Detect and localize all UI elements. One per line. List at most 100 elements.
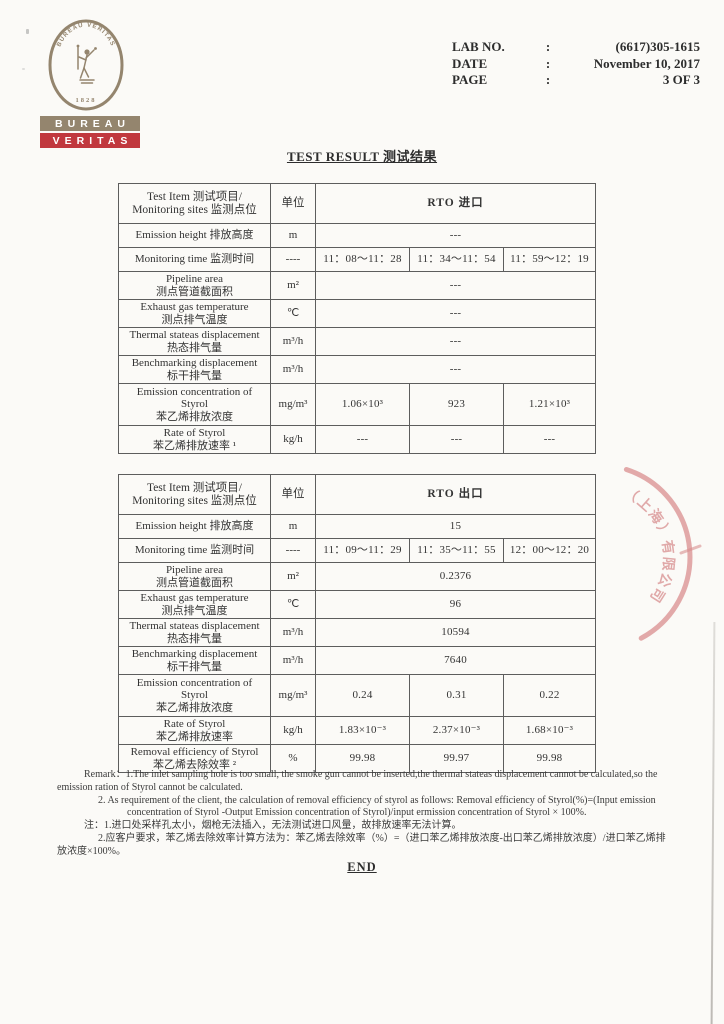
col-header-item: Test Item 测试项目/Monitoring sites 监测点位 [118,183,271,224]
mercury-figure-icon [76,44,97,84]
row-unit: ℃ [270,590,316,619]
row-unit: kg/h [270,425,316,454]
result-table-2: Test Item 测试项目/Monitoring sites 监测点位 单位 RT… [118,474,596,773]
stamp-char: 司 [647,584,668,604]
stamp-char: 海 [645,506,667,527]
cell-value: 0.2376 [315,562,596,591]
remark-line: emission ration of Styrol cannot be calc… [57,781,243,793]
row-label: Pipeline area 测点管道截面积 [118,562,271,591]
cell-value: --- [315,223,596,248]
cell-value: 11：35～11：55 [409,538,504,563]
cell-value: 0.22 [503,674,596,717]
cell-value: 1.68×10⁻³ [503,716,596,745]
row-label: Removal efficiency of Styrol 苯乙烯去除效率 ² [118,744,271,773]
stamp-char: （ [621,485,641,506]
page-value: 3 OF 3 [662,72,700,87]
stamp-char: 有 [658,539,677,555]
cell-value: 11：08～11：28 [315,247,410,272]
row-unit: m³/h [270,618,316,647]
row-label: Pipeline area 测点管道截面积 [118,271,271,300]
table-row: Emission concentration of Styrol 苯乙烯排放浓度 mg… [118,383,596,426]
row-label: Emission height 排放高度 [118,514,271,539]
table-row: Exhaust gas temperature 测点排气温度 ℃ --- [118,299,596,328]
cell-value: 10594 [315,618,596,647]
cell-value: --- [409,425,504,454]
remark-line: 2. As requirement of the client, the cal… [98,794,656,806]
table-row: Rate of Styrol 苯乙烯排放速率 ¹ kg/h --- --- --- [118,425,596,454]
page-title: TEST RESULT 测试结果 [286,149,438,164]
row-label: Monitoring time 监测时间 [118,538,271,563]
cell-value: 923 [409,383,504,426]
table-row: Emission concentration of Styrol 苯乙烯排放浓度 mg… [118,674,596,717]
table-row: Benchmarking displacement 标干排气量 m³/h 7640 [118,646,596,675]
cell-value: 7640 [315,646,596,675]
remark-line: 2.应客户要求，苯乙烯去除效率计算方法为：苯乙烯去除效率（%）=（进口苯乙烯排放… [98,832,666,844]
row-unit: m³/h [270,355,316,384]
date-row: DATE : November 10, 2017 [452,56,700,73]
row-label: Rate of Styrol 苯乙烯排放速率 [118,716,271,745]
logo-bureau-bar: BUREAU [40,116,140,131]
bureau-veritas-logo: BUREAU VERITAS 1828 BUREAU VERITAS [40,18,140,148]
cell-value: --- [315,355,596,384]
table-row: Rate of Styrol 苯乙烯排放速率 kg/h 1.83×10⁻³ 2.37×1… [118,716,596,745]
table-row: Pipeline area 测点管道截面积 m² --- [118,271,596,300]
scan-speck [26,29,29,34]
row-unit: m³/h [270,646,316,675]
row-unit: mg/m³ [270,383,316,426]
cell-value: 11：09～11：29 [315,538,410,563]
date-label: DATE [452,55,488,71]
svg-text:BUREAU VERITAS: BUREAU VERITAS [56,23,115,48]
bureau-veritas-seal-icon: BUREAU VERITAS 1828 [48,19,124,111]
page-row: PAGE : 3 OF 3 [452,72,700,89]
stamp-char: 公 [654,571,674,589]
scan-speck [22,68,25,70]
cell-value: 11：34～11：54 [409,247,504,272]
cell-value: 11：59～12：19 [503,247,596,272]
row-unit: mg/m³ [270,674,316,717]
row-unit: ---- [270,538,316,563]
end-label: END [347,860,377,874]
row-unit: m² [270,562,316,591]
cell-value: 12：00～12：20 [503,538,596,563]
col-header-site: RTO 出口 [315,474,596,515]
row-label: Monitoring time 监测时间 [118,247,271,272]
row-unit: m [270,223,316,248]
stamp-char: 上 [634,494,655,515]
cell-value: 1.06×10³ [315,383,410,426]
row-label: Exhaust gas temperature 测点排气温度 [118,590,271,619]
seal-year: 1828 [76,97,97,104]
cell-value: --- [315,271,596,300]
row-unit: kg/h [270,716,316,745]
lab-no-value: (6617)305-1615 [615,39,701,54]
row-unit: m² [270,271,316,300]
cell-value: 99.98 [315,744,410,773]
cell-value: --- [503,425,596,454]
cell-value: 0.24 [315,674,410,717]
cell-value: 15 [315,514,596,539]
cell-value: --- [315,327,596,356]
page-label: PAGE [452,72,488,87]
cell-value: 1.83×10⁻³ [315,716,410,745]
table-row: Monitoring time 监测时间 ---- 11：08～11：28 11：34… [118,247,596,272]
row-label: Benchmarking displacement 标干排气量 [118,355,271,384]
lab-no-colon: : [545,39,551,54]
stamp-char: 限 [659,556,676,571]
cell-value: 0.31 [409,674,504,717]
table-row: Monitoring time 监测时间 ---- 11：09～11：29 11：35… [118,538,596,563]
row-label: Benchmarking displacement 标干排气量 [118,646,271,675]
remark-line: concentration of Styrol -Output Emission… [127,807,587,819]
cell-value: 99.97 [409,744,504,773]
row-unit: m [270,514,316,539]
col-header-item: Test Item 测试项目/Monitoring sites 监测点位 [118,474,271,515]
paper-edge-shadow [710,621,716,1024]
lab-no-label: LAB NO. [452,39,505,54]
stamp-dash [679,544,702,555]
lab-info-block: LAB NO. : (6617)305-1615 DATE : November… [452,39,700,89]
lab-no-row: LAB NO. : (6617)305-1615 [452,39,700,56]
remark-line: Remark：1.The inlet sampling hole is too … [84,769,658,780]
table-header-row: Test Item 测试项目/Monitoring sites 监测点位 单位 RT… [118,183,596,224]
row-label: Exhaust gas temperature 测点排气温度 [118,299,271,328]
remark-line: 放浓度×100%。 [57,845,126,857]
